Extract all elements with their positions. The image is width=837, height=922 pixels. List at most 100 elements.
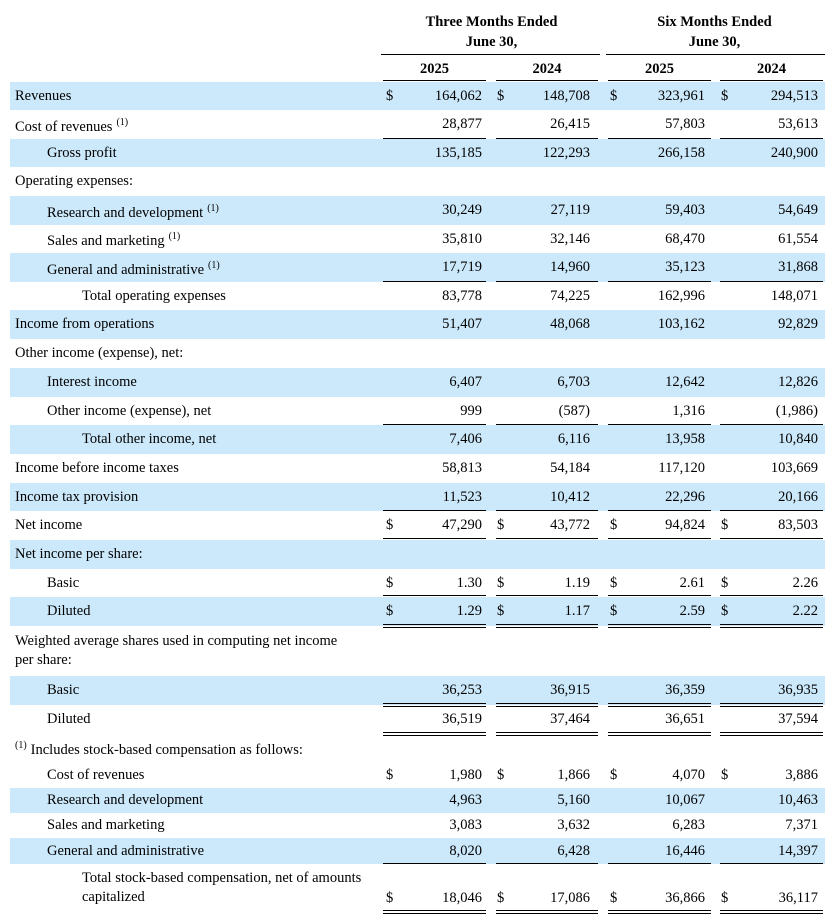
underline: [608, 732, 711, 736]
currency-symbol: $: [497, 766, 505, 783]
row-label: Net income: [15, 511, 350, 540]
underline: [383, 863, 486, 864]
underline: [720, 863, 823, 864]
label: Gross profit: [47, 144, 117, 161]
currency-symbol: $: [610, 603, 618, 619]
table-row: Income before income taxes 58,813 54,184 11…: [10, 454, 825, 483]
currency-symbol: $: [386, 87, 394, 104]
table-row: Sales and marketing (1) 35,810 32,146 68,470…: [10, 225, 825, 253]
value: 18,046: [442, 890, 482, 906]
row-label: Income before income taxes: [15, 454, 350, 483]
table-row: Cost of revenues $1,980 $1,866 $4,070 $3,886: [10, 762, 825, 788]
table-row: Cost of revenues (1) 28,877 26,415 57,803 53,…: [10, 110, 825, 139]
currency-symbol: $: [721, 517, 729, 533]
value: 1.19: [564, 574, 590, 591]
underline: [383, 732, 486, 736]
value: (587): [558, 402, 590, 419]
year-rule: [496, 80, 598, 81]
label: Cost of revenues: [47, 766, 145, 783]
label-text: Cost of revenues (1): [15, 113, 128, 137]
label-text: Income tax provision: [15, 488, 138, 507]
currency-symbol: $: [497, 87, 505, 104]
row-label: Revenues: [15, 82, 350, 110]
table-row: Total operating expenses 83,778 74,225 162,…: [10, 282, 825, 310]
table-row: Total stock-based compensation, net of a…: [10, 864, 825, 912]
value: 3,083: [449, 817, 482, 833]
value: 43,772: [550, 517, 590, 533]
underline: [720, 510, 823, 511]
table-row: Research and development (1) 30,249 27,119 5…: [10, 196, 825, 225]
row-label: Cost of revenues: [47, 762, 382, 788]
underline: [608, 281, 711, 282]
value: 16,446: [665, 842, 705, 859]
value: 2.22: [792, 603, 818, 619]
value: 31,868: [778, 259, 818, 275]
value: 51,407: [442, 316, 482, 332]
label: Basic: [47, 682, 80, 698]
currency-symbol: $: [610, 890, 618, 906]
label-text: (1) Includes stock-based compensation as …: [15, 736, 303, 760]
underline: [496, 138, 598, 139]
currency-symbol: $: [497, 603, 505, 619]
row-label: Interest income: [47, 368, 382, 397]
label: General and administrative: [47, 842, 205, 859]
value: 11,523: [442, 488, 482, 505]
value: 36,866: [665, 890, 705, 906]
underline: [608, 624, 711, 628]
label-text: Revenues: [15, 87, 71, 106]
currency-symbol: $: [497, 517, 505, 533]
row-label: Cost of revenues (1): [15, 110, 350, 139]
label: Other income (expense), net:: [15, 345, 184, 361]
currency-symbol: $: [721, 574, 729, 591]
currency-symbol: $: [721, 890, 729, 906]
value: 4,070: [672, 766, 705, 783]
underline: [496, 424, 598, 425]
value: 1.29: [456, 603, 482, 619]
row-label: Income tax provision: [15, 483, 350, 511]
value: 57,803: [665, 116, 705, 132]
group-title: Six Months Ended: [657, 14, 772, 30]
underline: [720, 910, 823, 914]
value: 83,503: [778, 517, 818, 533]
label: Basic: [47, 574, 80, 591]
value: 5,160: [557, 792, 590, 808]
value: 2.59: [679, 603, 705, 619]
underline: [720, 703, 823, 707]
label-text: Income from operations: [15, 315, 154, 334]
value: 12,826: [778, 374, 818, 390]
row-label: General and administrative (1): [47, 253, 382, 282]
value: 37,464: [550, 711, 590, 727]
value: 17,086: [550, 890, 590, 906]
value: (1,986): [775, 402, 818, 419]
label: Sales and marketing: [47, 817, 165, 833]
value: 8,020: [449, 842, 482, 859]
label-text: Net income per share:: [15, 545, 143, 564]
value: 4,963: [449, 792, 482, 808]
value: 35,810: [442, 230, 482, 247]
underline: [608, 910, 711, 914]
label-text: Total stock-based compensation, net of a…: [82, 869, 362, 907]
currency-symbol: $: [721, 603, 729, 619]
currency-symbol: $: [721, 766, 729, 783]
value: 1,980: [449, 766, 482, 783]
year-header: 2024: [757, 61, 786, 77]
value: 103,669: [770, 460, 818, 476]
row-label: Research and development: [47, 788, 382, 813]
value: 10,463: [778, 792, 818, 808]
row-label: Basic: [47, 676, 382, 705]
label-text: Operating expenses:: [15, 172, 133, 191]
label-text: Interest income: [47, 373, 137, 392]
row-label: General and administrative: [47, 838, 382, 864]
underline: [608, 703, 711, 707]
value: 48,068: [550, 316, 590, 332]
year-header: 2024: [532, 61, 562, 77]
row-label: Total operating expenses: [82, 282, 417, 310]
value: 1,866: [557, 766, 590, 783]
table-row: Diluted 36,519 37,464 36,651 37,594: [10, 705, 825, 734]
label: Income tax provision: [15, 488, 139, 505]
footnote-marker: (1): [208, 259, 220, 271]
value: 20,166: [778, 488, 818, 505]
value: 12,642: [665, 374, 705, 390]
value: 323,961: [657, 87, 705, 104]
value: 999: [460, 402, 482, 419]
